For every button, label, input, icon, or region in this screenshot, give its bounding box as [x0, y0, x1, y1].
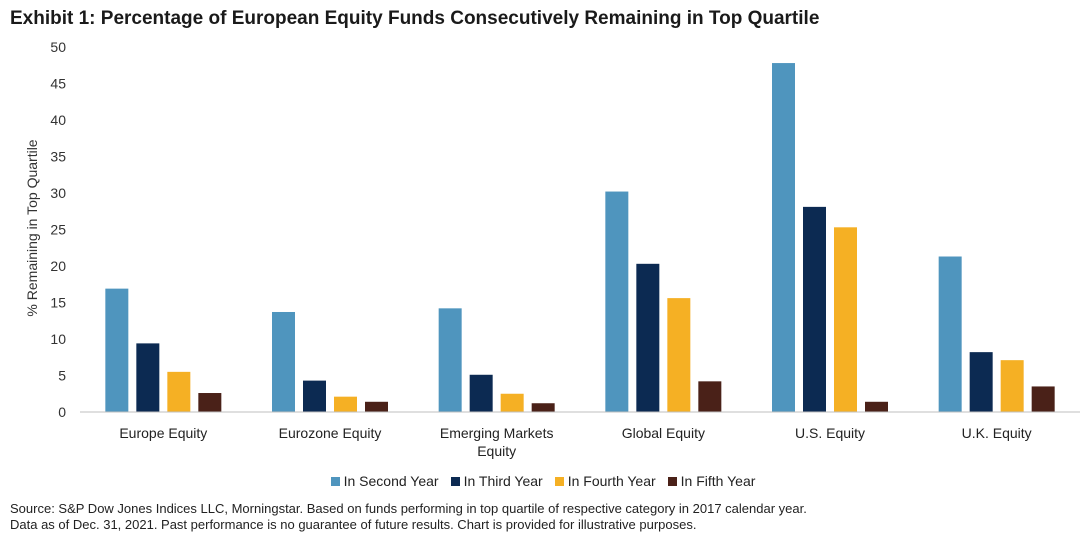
x-tick-label: Emerging Markets Equity — [440, 425, 554, 459]
legend-swatch — [450, 477, 460, 486]
y-tick-label: 20 — [50, 258, 66, 274]
bar — [938, 256, 962, 412]
y-tick-label: 50 — [50, 39, 66, 55]
source-note: Source: S&P Dow Jones Indices LLC, Morni… — [10, 501, 807, 533]
bar — [198, 393, 222, 412]
bar — [334, 396, 357, 412]
y-tick-label: 35 — [50, 149, 66, 165]
y-tick-label: 10 — [50, 331, 66, 347]
y-tick-label: 40 — [50, 112, 66, 128]
bar — [803, 206, 826, 412]
y-tick-label: 45 — [50, 76, 66, 92]
y-tick-label: 25 — [50, 222, 66, 238]
legend-label: In Third Year — [463, 473, 543, 489]
x-axis: Europe Equity Eurozone Equity Emerging Mar… — [80, 411, 1080, 459]
legend-item: In Fifth Year — [667, 473, 756, 489]
bar — [272, 311, 295, 412]
bar — [136, 343, 160, 412]
bars — [105, 63, 1055, 413]
bar — [531, 403, 555, 412]
bar — [167, 371, 191, 412]
legend-label: In Fifth Year — [680, 473, 756, 489]
y-axis: 0 5 10 15 20 25 30 35 40 45 50 — [50, 39, 66, 420]
legend-label: In Fourth Year — [567, 473, 656, 489]
bar — [667, 298, 691, 412]
legend-label: In Second Year — [343, 473, 439, 489]
source-line-1: Source: S&P Dow Jones Indices LLC, Morni… — [10, 501, 807, 516]
bar — [438, 308, 462, 412]
bar — [469, 374, 493, 412]
bar — [500, 393, 524, 412]
chart-title: Exhibit 1: Percentage of European Equity… — [10, 8, 820, 29]
x-tick-label: Eurozone Equity — [279, 425, 382, 441]
x-tick-label: U.S. Equity — [795, 425, 865, 441]
bar — [365, 401, 388, 412]
x-tick-label: Global Equity — [622, 425, 705, 441]
bar-chart: 0 5 10 15 20 25 30 35 40 45 50 Europe Equity Eurozo… — [24, 39, 1080, 459]
legend-item: In Third Year — [450, 473, 543, 489]
y-axis-label: % Remaining in Top Quartile — [24, 139, 40, 316]
y-tick-label: 30 — [50, 185, 66, 201]
bar — [105, 288, 129, 412]
legend-item: In Second Year — [330, 473, 439, 489]
bar — [698, 381, 722, 412]
legend-swatch — [667, 477, 677, 486]
legend-swatch — [554, 477, 564, 486]
source-line-2: Data as of Dec. 31, 2021. Past performan… — [10, 517, 697, 532]
bar — [834, 227, 857, 412]
legend: In Second Year In Third Year In Fourth Yea… — [0, 473, 1086, 489]
bar — [969, 352, 993, 412]
y-tick-label: 5 — [58, 368, 66, 384]
bar — [772, 63, 795, 413]
bar — [303, 380, 326, 412]
x-tick-label: Europe Equity — [119, 425, 207, 441]
legend-swatch — [330, 477, 340, 486]
bar — [636, 263, 660, 412]
bar — [1000, 360, 1024, 412]
legend-item: In Fourth Year — [554, 473, 656, 489]
bar — [605, 191, 629, 412]
y-tick-label: 0 — [58, 404, 66, 420]
x-tick-label: U.K. Equity — [962, 425, 1032, 441]
bar — [865, 401, 888, 412]
bar — [1031, 386, 1055, 412]
y-tick-label: 15 — [50, 295, 66, 311]
